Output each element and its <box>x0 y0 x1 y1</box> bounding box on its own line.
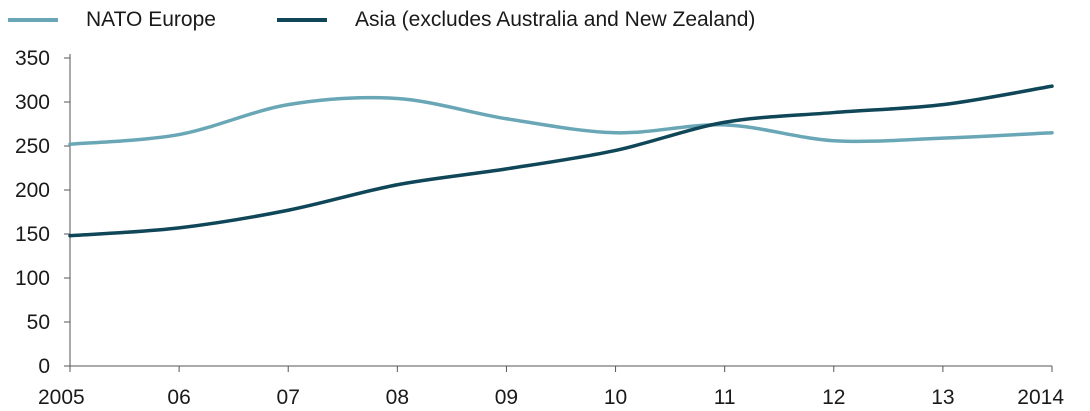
data-point-asia <box>68 234 72 238</box>
data-point-nato-europe <box>614 131 618 135</box>
legend-item-nato-europe: NATO Europe <box>8 8 216 32</box>
x-tick-label: 06 <box>167 386 190 409</box>
legend-swatch-nato-europe <box>8 18 58 22</box>
x-tick-label: 13 <box>931 386 954 409</box>
x-tick-label: 12 <box>822 386 845 409</box>
y-tick-label: 250 <box>15 135 50 158</box>
data-point-asia <box>832 111 836 115</box>
y-tick-label: 50 <box>27 311 50 334</box>
y-tick-label: 100 <box>15 267 50 290</box>
x-tick-label: 08 <box>386 386 409 409</box>
data-point-nato-europe <box>395 96 399 100</box>
data-point-asia <box>177 226 181 230</box>
x-tick-label: 11 <box>714 386 736 409</box>
legend-label-nato-europe: NATO Europe <box>86 8 216 31</box>
data-point-asia <box>286 208 290 212</box>
series-layer <box>68 84 1054 238</box>
x-tick-label: 09 <box>495 386 518 409</box>
data-point-asia <box>723 120 727 124</box>
y-tick-label: 0 <box>38 355 50 378</box>
data-point-nato-europe <box>177 133 181 137</box>
legend-item-asia: Asia (excludes Australia and New Zealand… <box>277 8 755 32</box>
data-point-nato-europe <box>68 142 72 146</box>
y-tick-label: 200 <box>15 179 50 202</box>
data-point-nato-europe <box>941 136 945 140</box>
series-line-asia <box>68 84 1054 238</box>
legend-label-asia: Asia (excludes Australia and New Zealand… <box>355 8 756 31</box>
x-tick-label: 2014 <box>1017 386 1064 409</box>
data-point-nato-europe <box>286 103 290 107</box>
data-point-asia <box>614 148 618 152</box>
x-tick-label: 2005 <box>38 386 85 409</box>
legend-swatch-asia <box>277 18 327 22</box>
axes: 0 50 100 150 200 250 300 350 2005 06 07 08 09 10 11 12 1… <box>15 47 1064 409</box>
y-tick-label: 350 <box>15 47 50 70</box>
data-point-asia <box>504 167 508 171</box>
y-tick-label: 300 <box>15 91 50 114</box>
y-tick-label: 150 <box>15 223 50 246</box>
data-point-asia <box>395 183 399 187</box>
data-point-asia <box>1050 84 1054 88</box>
data-point-nato-europe <box>1050 131 1054 135</box>
data-point-nato-europe <box>832 139 836 143</box>
chart-legend: NATO Europe Asia (excludes Australia and… <box>0 0 1090 40</box>
data-point-nato-europe <box>504 117 508 121</box>
x-tick-label: 07 <box>277 386 300 409</box>
data-point-asia <box>941 103 945 107</box>
x-tick-label: 10 <box>604 386 627 409</box>
series-line-nato-europe <box>68 95 1054 146</box>
